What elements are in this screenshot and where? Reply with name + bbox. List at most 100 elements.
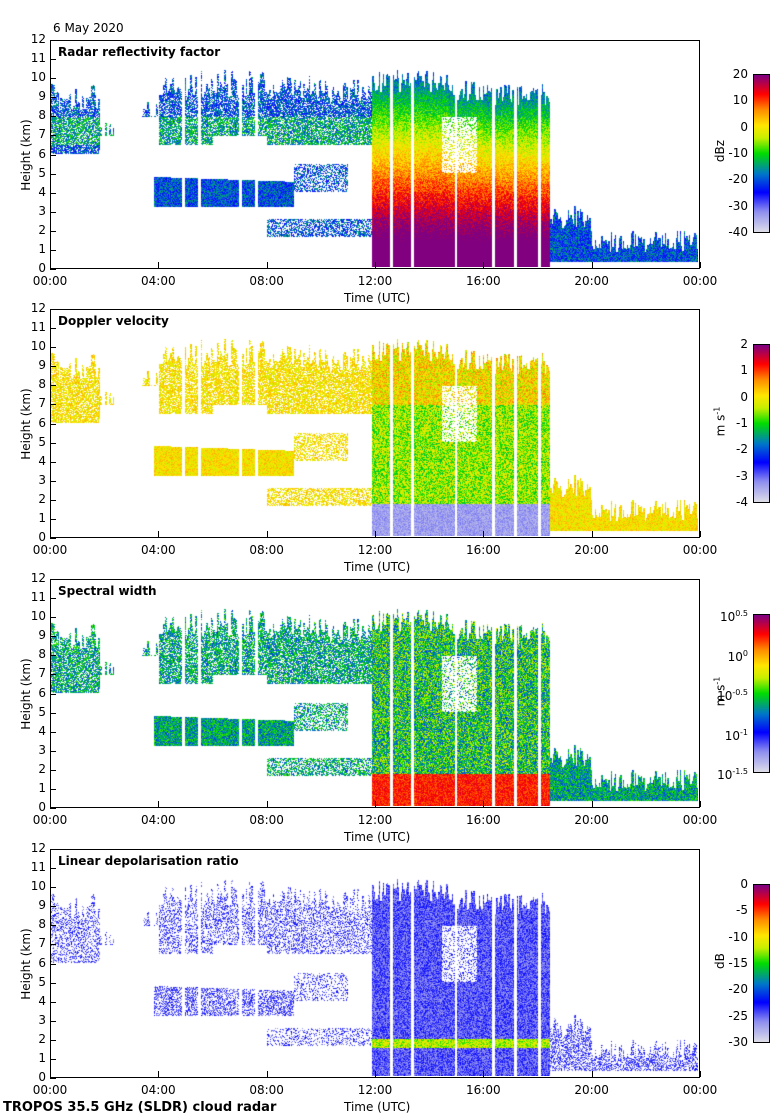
panel-title: Linear depolarisation ratio — [58, 854, 239, 868]
x-tick-label: 00:00 — [32, 274, 68, 288]
x-tick-label: 08:00 — [249, 1083, 284, 1097]
colorbar-label: m s-1 — [712, 406, 728, 437]
y-tick-label: 11 — [30, 320, 46, 335]
x-tick-mark — [50, 262, 51, 268]
instrument-footer: TROPOS 35.5 GHz (SLDR) cloud radar — [3, 1100, 277, 1115]
y-tick-mark — [50, 385, 56, 387]
y-tick-label: 7 — [38, 396, 46, 411]
y-tick-mark — [50, 404, 56, 406]
colorbar-tick-label: -30 — [728, 198, 748, 213]
y-tick-label: 6 — [38, 146, 46, 161]
x-tick-mark — [266, 531, 268, 537]
y-tick-label: 9 — [38, 89, 46, 104]
y-axis-label: Height (km) — [19, 658, 33, 730]
x-tick-label: 00:00 — [32, 1083, 68, 1097]
colorbar-tick-label: -2 — [736, 442, 748, 457]
y-tick-mark — [50, 982, 56, 984]
x-tick-mark — [483, 531, 485, 537]
y-tick-mark — [50, 636, 56, 638]
y-tick-mark — [50, 135, 56, 137]
x-tick-mark — [483, 801, 485, 807]
y-tick-label: 3 — [38, 203, 46, 218]
x-tick-label: 04:00 — [141, 1083, 176, 1097]
colorbar-tick-label: 10-0.5 — [717, 688, 748, 703]
y-tick-mark — [50, 963, 56, 965]
x-axis-label: Time (UTC) — [344, 560, 411, 574]
panel-velocity: Doppler velocity 0 1 2 3 4 5 6 7 8 9 10 11 12 00:00 04:… — [0, 302, 780, 579]
y-tick-label: 8 — [38, 108, 46, 123]
y-tick-label: 3 — [38, 472, 46, 487]
x-tick-label: 08:00 — [249, 813, 284, 827]
y-tick-mark — [50, 269, 56, 270]
y-tick-mark — [50, 461, 56, 463]
y-tick-mark — [50, 1078, 56, 1079]
x-tick-mark — [266, 262, 268, 268]
colorbar — [753, 344, 770, 503]
y-tick-mark — [50, 693, 56, 695]
colorbar-tick-label: 2 — [740, 337, 748, 351]
y-tick-label: 6 — [38, 685, 46, 700]
y-tick-label: 4 — [38, 184, 46, 199]
x-tick-mark — [700, 1071, 701, 1077]
x-tick-label: 20:00 — [574, 813, 609, 827]
y-tick-label: 1 — [38, 1050, 46, 1065]
y-tick-mark — [50, 1039, 56, 1041]
colorbar-gradient — [754, 615, 769, 772]
y-tick-label: 12 — [30, 571, 46, 585]
x-tick-label: 20:00 — [574, 1083, 609, 1097]
colorbar-tick-label: -4 — [736, 495, 748, 509]
y-tick-mark — [50, 499, 56, 501]
x-tick-label: 00:00 — [32, 813, 68, 827]
y-tick-mark — [50, 944, 56, 946]
y-tick-mark — [50, 1020, 56, 1022]
y-tick-mark — [50, 249, 56, 251]
y-tick-label: 10 — [30, 70, 46, 85]
y-tick-mark — [50, 906, 56, 908]
y-tick-mark — [50, 849, 56, 850]
colorbar-tick-label: 10-1.5 — [717, 767, 748, 782]
colorbar-label: dBz — [713, 139, 727, 163]
y-tick-label: 6 — [38, 955, 46, 970]
y-tick-label: 10 — [30, 609, 46, 624]
x-tick-label: 00:00 — [682, 813, 718, 827]
x-tick-mark — [700, 801, 701, 807]
y-tick-label: 2 — [38, 222, 46, 237]
colorbar-tick-label: -20 — [728, 172, 748, 187]
plot-area: Spectral width — [50, 579, 700, 808]
y-tick-label: 5 — [38, 704, 46, 719]
y-tick-label: 10 — [30, 879, 46, 894]
y-tick-label: 1 — [38, 510, 46, 525]
colorbar-tick-label: 0 — [740, 119, 748, 134]
x-axis-label: Time (UTC) — [344, 291, 411, 305]
y-tick-label: 11 — [30, 860, 46, 875]
plot-area: Radar reflectivity factor — [50, 40, 700, 269]
y-axis-label: Height (km) — [19, 928, 33, 1000]
y-tick-mark — [50, 173, 56, 175]
x-tick-mark — [483, 1071, 485, 1077]
heatmap-canvas — [51, 580, 698, 806]
x-tick-label: 12:00 — [357, 1083, 393, 1097]
y-tick-label: 4 — [38, 723, 46, 738]
x-tick-mark — [158, 531, 160, 537]
y-tick-label: 11 — [30, 590, 46, 605]
heatmap-canvas — [51, 850, 698, 1076]
y-tick-mark — [50, 598, 56, 600]
x-tick-label: 04:00 — [141, 813, 176, 827]
y-tick-mark — [50, 538, 56, 539]
plot-area: Doppler velocity — [50, 309, 700, 538]
y-tick-mark — [50, 366, 56, 368]
y-tick-label: 2 — [38, 491, 46, 506]
colorbar-tick-label: 10 — [732, 93, 748, 108]
y-tick-mark — [50, 579, 56, 580]
y-tick-mark — [50, 788, 56, 790]
y-axis-label: Height (km) — [19, 388, 33, 460]
colorbar-tick-label: -30 — [728, 1035, 748, 1049]
y-tick-label: 10 — [30, 339, 46, 354]
colorbar-tick-label: 0 — [740, 877, 748, 891]
x-tick-mark — [591, 1071, 593, 1077]
y-tick-mark — [50, 230, 56, 232]
x-axis-label: Time (UTC) — [344, 1100, 411, 1114]
colorbar-tick-label: -10 — [728, 929, 748, 944]
x-tick-mark — [700, 262, 701, 268]
y-tick-label: 12 — [30, 32, 46, 46]
